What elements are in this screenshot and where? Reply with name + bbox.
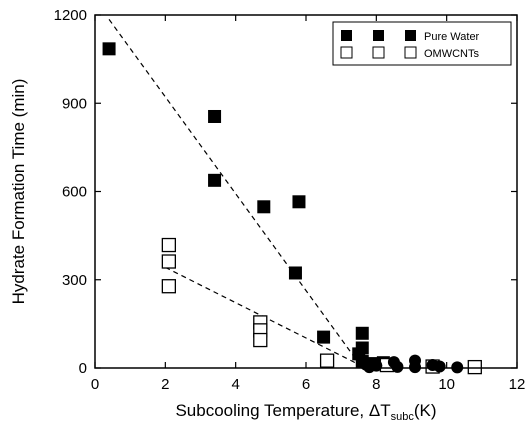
y-tick-label: 600 [62,184,87,201]
point-omwcnts [467,359,482,375]
legend-marker [372,46,385,59]
legend-marker [373,30,384,41]
point-omwcnts [253,332,268,348]
legend-marker [404,46,417,59]
point-pure-water [257,200,271,214]
x-tick-label: 4 [231,376,239,393]
y-tick-label: 0 [79,360,87,377]
point-circle-series [363,361,376,374]
point-pure-water [102,42,116,56]
legend-box [332,21,512,66]
x-tick-label: 8 [372,376,380,393]
legend-marker [405,30,416,41]
point-pure-water [208,109,222,123]
x-tick-label: 10 [438,376,455,393]
legend-label-omwcnts: OMWCNTs [424,48,479,60]
legend-marker [341,30,352,41]
y-tick-label: 1200 [54,7,87,24]
legend-label-pure-water: Pure Water [424,31,480,43]
x-tick-label: 0 [91,376,99,393]
legend-marker [340,46,353,59]
y-tick-label: 900 [62,95,87,112]
point-circle-series [409,361,422,374]
point-omwcnts [161,254,177,269]
x-axis-title-subscript: subc [391,411,415,423]
point-omwcnts [161,237,177,253]
point-pure-water [317,330,331,344]
point-omwcnts [319,353,335,368]
y-axis-title: Hydrate Formation Time (min) [9,79,28,305]
point-circle-series [391,360,404,373]
y-tick-label: 300 [62,272,87,289]
point-pure-water [292,195,306,209]
axes: 0 2 4 6 8 10 12 0 300 600 900 1200 [54,7,526,393]
legend-entry-omwcnts: OMWCNTs [340,46,479,60]
point-pure-water [208,173,222,187]
x-axis-title-main: Subcooling Temperature, ΔT [175,401,390,420]
point-pure-water [355,326,369,340]
legend-entry-pure-water: Pure Water [341,30,480,43]
legend: Pure Water OMWCNTs [332,21,512,66]
x-tick-label: 2 [161,376,169,393]
x-tick-label: 6 [302,376,310,393]
x-axis-title: Subcooling Temperature, ΔTsubc(K) [175,401,436,423]
x-axis-title-unit: (K) [414,401,437,420]
point-circle-series [433,360,446,373]
point-pure-water [288,266,302,280]
point-omwcnts [161,279,177,294]
x-tick-label: 12 [509,376,526,393]
